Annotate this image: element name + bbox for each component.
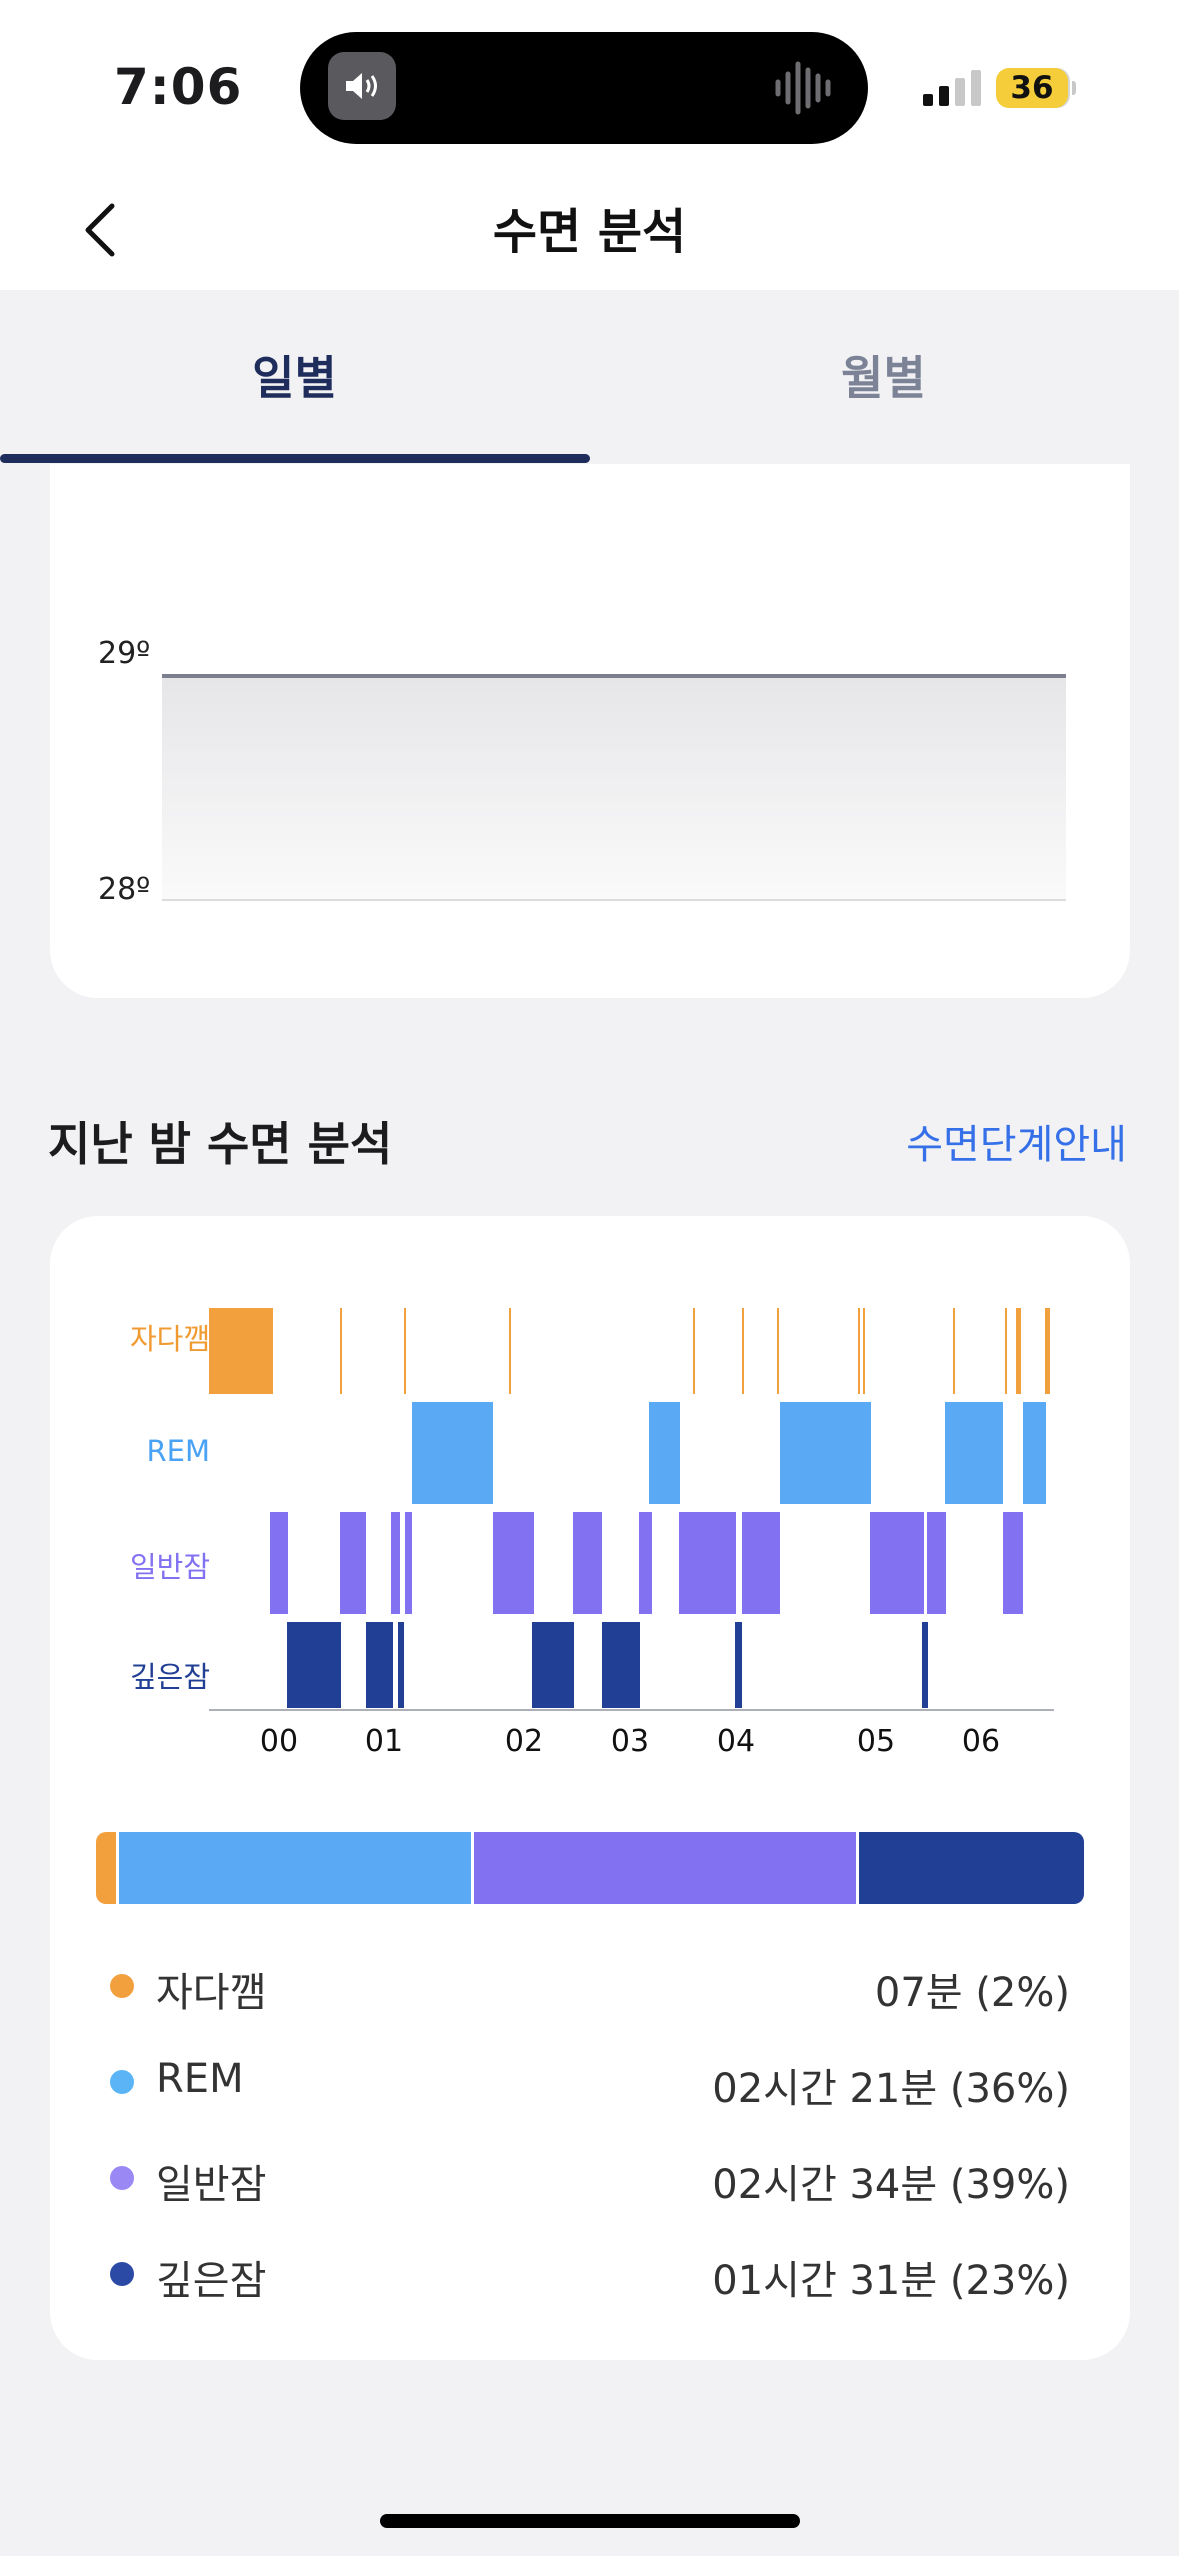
legend-row-light: 일반잠 02시간 34분 (39%): [110, 2146, 1070, 2208]
deep-sleep-dot-icon: [110, 2262, 134, 2286]
bar-segment-REM: [115, 1832, 472, 1904]
nav-bar: 수면 분석: [0, 170, 1179, 290]
stage-proportion-bar: [96, 1832, 1084, 1904]
hour-tick-04: 04: [716, 1724, 756, 1759]
chevron-left-icon[interactable]: [72, 200, 132, 260]
tab-daily[interactable]: 일별: [252, 351, 337, 405]
legend-name: 일반잠: [156, 2162, 267, 2208]
section-title: 지난 밤 수면 분석: [48, 1117, 393, 1171]
temperature-chart: [162, 674, 1066, 901]
home-indicator: [380, 2514, 800, 2528]
dynamic-island: [300, 32, 868, 144]
speaker-icon: [328, 52, 396, 120]
hour-tick-06: 06: [961, 1724, 1001, 1759]
rem-dot-icon: [110, 2070, 134, 2094]
tab-monthly[interactable]: 월별: [841, 351, 926, 405]
hour-tick-00: 00: [259, 1724, 299, 1759]
stage-label-awake: 자다깸: [129, 1322, 210, 1356]
signal-icon: [923, 70, 981, 106]
stage-deep-blocks: [287, 1622, 928, 1708]
stage-label-rem: REM: [146, 1434, 211, 1468]
legend-name: REM: [156, 2056, 244, 2102]
light-sleep-dot-icon: [110, 2166, 134, 2190]
legend-name: 깊은잠: [156, 2258, 267, 2304]
awake-dot-icon: [110, 1974, 134, 1998]
bar-segment-일반잠: [471, 1832, 856, 1904]
stage-light-blocks: [270, 1512, 1023, 1614]
tab-indicator: [0, 454, 590, 463]
stage-rem-blocks: [412, 1402, 1046, 1504]
stage-label-deep: 깊은잠: [129, 1660, 210, 1694]
hour-tick-02: 02: [504, 1724, 544, 1759]
temp-label-low: 28º: [98, 872, 151, 907]
status-bar: 7:06 36: [0, 0, 1179, 170]
sleep-stage-guide-link[interactable]: 수면단계안내: [906, 1122, 1127, 1168]
bar-segment-깊은잠: [855, 1832, 1084, 1904]
bar-segment-자다깸: [96, 1832, 116, 1904]
temperature-card: 29º 28º: [50, 464, 1130, 998]
legend-row-rem: REM 02시간 21분 (36%): [110, 2050, 1070, 2112]
legend-value: 07분 (2%): [874, 1970, 1070, 2016]
legend-row-deep: 깊은잠 01시간 31분 (23%): [110, 2242, 1070, 2304]
tab-bar: 일별 월별: [0, 290, 1179, 464]
status-time: 7:06: [114, 58, 243, 116]
temp-label-high: 29º: [98, 636, 151, 671]
battery-icon: 36: [996, 68, 1068, 108]
temperature-area: [162, 676, 1066, 900]
audio-wave-icon: [775, 61, 831, 115]
sleep-analysis-card: 자다깸 REM 일반잠 깊은잠: [50, 1216, 1130, 2360]
stage-label-light: 일반잠: [129, 1550, 210, 1584]
hour-tick-05: 05: [856, 1724, 896, 1759]
hypnogram-chart: [209, 1308, 1054, 1711]
page-title: 수면 분석: [492, 204, 687, 260]
legend-row-awake: 자다깸 07분 (2%): [110, 1954, 1070, 2016]
legend-value: 01시간 31분 (23%): [712, 2258, 1070, 2304]
hour-tick-03: 03: [610, 1724, 650, 1759]
legend-value: 02시간 34분 (39%): [712, 2162, 1070, 2208]
stage-awake-blocks: [209, 1308, 1050, 1394]
hour-tick-01: 01: [364, 1724, 404, 1759]
legend-value: 02시간 21분 (36%): [712, 2066, 1070, 2112]
battery-nub: [1072, 81, 1076, 95]
legend-name: 자다깸: [156, 1970, 267, 2016]
